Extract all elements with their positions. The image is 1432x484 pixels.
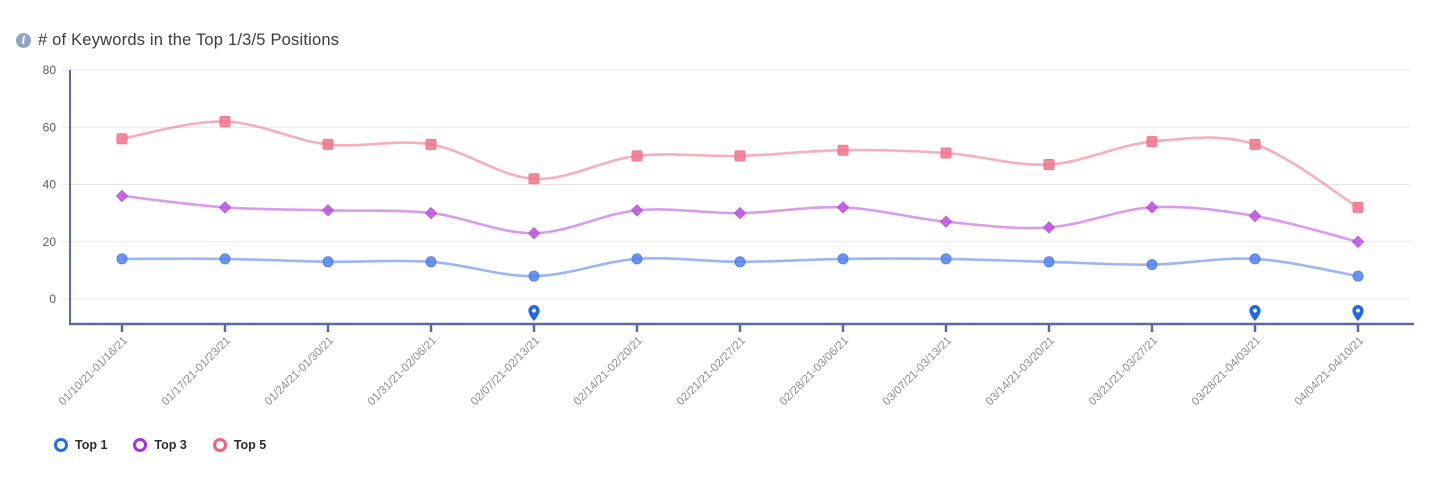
map-pin-icon[interactable]: [1249, 305, 1261, 321]
y-axis-label: 20: [43, 235, 57, 249]
data-point-top-1[interactable]: [940, 253, 952, 265]
data-point-top-5[interactable]: [528, 173, 540, 185]
y-axis-label: 40: [43, 178, 57, 192]
legend-item-top-1[interactable]: Top 1: [54, 438, 107, 452]
data-point-top-1[interactable]: [734, 256, 746, 268]
data-point-top-1[interactable]: [425, 256, 437, 268]
x-axis-label: 03/28/21-04/03/21: [1190, 335, 1263, 408]
legend-ring-top-1-icon: [54, 438, 68, 452]
data-point-top-5[interactable]: [1352, 201, 1364, 213]
data-point-top-5[interactable]: [116, 133, 128, 145]
data-point-top-3[interactable]: [115, 189, 129, 203]
chart-canvas[interactable]: 0 20 40 60 80 01/10/21-01/16/21 01/17/21-01/23…: [0, 0, 1432, 430]
data-point-top-3[interactable]: [527, 226, 541, 240]
data-point-top-5[interactable]: [1249, 138, 1261, 150]
data-point-top-3[interactable]: [321, 204, 335, 217]
data-point-top-1[interactable]: [322, 256, 334, 268]
data-point-top-1[interactable]: [528, 270, 540, 282]
data-point-top-1[interactable]: [1043, 256, 1055, 268]
data-point-top-5[interactable]: [940, 147, 952, 159]
data-point-top-1[interactable]: [631, 253, 643, 265]
x-axis-label: 03/14/21-03/20/21: [984, 335, 1057, 408]
legend-ring-top-5-icon: [212, 438, 227, 452]
chart-legend: Top 1 Top 3 Top 5: [54, 438, 266, 452]
legend-item-top-5[interactable]: Top 5: [212, 438, 267, 452]
data-point-top-5[interactable]: [1043, 159, 1055, 170]
data-point-top-3[interactable]: [836, 201, 850, 214]
x-axis-label: 03/21/21-03/27/21: [1087, 335, 1160, 408]
x-axis-label: 01/10/21-01/16/21: [57, 335, 130, 408]
data-point-top-5[interactable]: [734, 150, 746, 162]
legend-ring-top-3-icon: [133, 438, 148, 452]
data-point-top-1[interactable]: [219, 253, 231, 265]
data-point-top-5[interactable]: [322, 138, 334, 150]
data-point-top-3[interactable]: [1145, 201, 1159, 214]
map-pin-icon[interactable]: [528, 305, 540, 321]
legend-label-top-1: Top 1: [75, 438, 108, 452]
chart-header: i # of Keywords in the Top 1/3/5 Positio…: [16, 31, 339, 50]
data-point-top-5[interactable]: [425, 138, 437, 150]
x-axis-label: 03/07/21-03/13/21: [881, 335, 954, 408]
legend-label-top-3: Top 3: [154, 438, 187, 452]
data-point-top-3[interactable]: [733, 206, 747, 220]
data-point-top-5[interactable]: [1146, 136, 1158, 148]
data-point-top-1[interactable]: [116, 253, 128, 265]
x-axis-label: 01/31/21-02/06/21: [366, 335, 439, 408]
y-axis-label: 60: [43, 120, 57, 134]
x-axis-label: 02/28/21-03/06/21: [778, 335, 851, 408]
x-axis-label: 04/04/21-04/10/21: [1293, 335, 1366, 408]
x-axis-label: 02/07/21-02/13/21: [469, 335, 542, 408]
y-axis-label: 0: [49, 292, 56, 306]
info-icon[interactable]: i: [16, 33, 31, 48]
y-axis-label: 80: [43, 63, 57, 77]
data-point-top-3[interactable]: [630, 204, 644, 217]
legend-label-top-5: Top 5: [233, 438, 267, 452]
data-point-top-3[interactable]: [1351, 235, 1365, 249]
data-point-top-1[interactable]: [1249, 253, 1261, 265]
data-point-top-3[interactable]: [939, 215, 953, 228]
data-point-top-3[interactable]: [1042, 221, 1056, 234]
data-point-top-3[interactable]: [424, 206, 438, 220]
x-axis-label: 01/17/21-01/23/21: [160, 335, 233, 408]
data-point-top-5[interactable]: [631, 150, 643, 162]
data-point-top-3[interactable]: [1248, 209, 1262, 223]
data-point-top-3[interactable]: [218, 201, 232, 214]
x-axis-label: 01/24/21-01/30/21: [263, 335, 336, 408]
data-point-top-1[interactable]: [1146, 259, 1158, 271]
x-axis-label: 02/14/21-02/20/21: [572, 335, 645, 408]
data-point-top-5[interactable]: [219, 116, 231, 127]
map-pin-icon[interactable]: [1352, 305, 1364, 321]
data-point-top-1[interactable]: [1352, 270, 1364, 282]
data-point-top-1[interactable]: [837, 253, 849, 265]
data-point-top-5[interactable]: [837, 144, 849, 156]
chart-title: # of Keywords in the Top 1/3/5 Positions: [38, 31, 340, 49]
x-axis-label: 02/21/21-02/27/21: [675, 335, 748, 408]
legend-item-top-3[interactable]: Top 3: [133, 438, 187, 452]
series-line-top-5: [121, 120, 1359, 209]
